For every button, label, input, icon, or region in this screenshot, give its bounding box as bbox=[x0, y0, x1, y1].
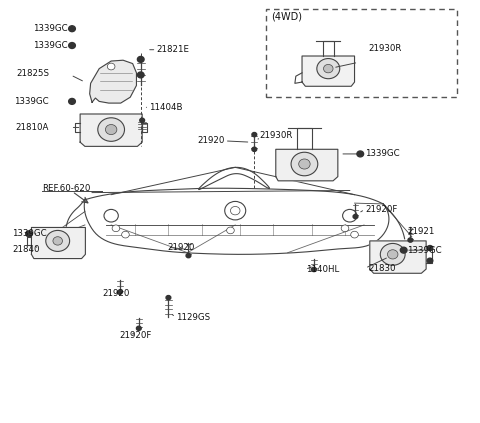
Text: 21930R: 21930R bbox=[259, 132, 292, 140]
Circle shape bbox=[108, 63, 115, 70]
Circle shape bbox=[121, 231, 129, 238]
Circle shape bbox=[353, 214, 358, 219]
Text: 1339GC: 1339GC bbox=[12, 229, 47, 238]
Bar bbox=[266, 9, 457, 97]
Circle shape bbox=[137, 56, 144, 62]
Circle shape bbox=[252, 132, 257, 137]
Text: 21920: 21920 bbox=[168, 243, 195, 252]
Text: 1339GC: 1339GC bbox=[407, 246, 442, 255]
Circle shape bbox=[408, 238, 413, 242]
Circle shape bbox=[341, 225, 349, 232]
Circle shape bbox=[351, 231, 359, 238]
Circle shape bbox=[53, 237, 62, 245]
Text: 21920F: 21920F bbox=[365, 205, 397, 214]
Polygon shape bbox=[302, 56, 355, 86]
Circle shape bbox=[112, 225, 120, 232]
Circle shape bbox=[106, 124, 117, 135]
Polygon shape bbox=[276, 149, 338, 181]
Text: 21921: 21921 bbox=[407, 227, 434, 236]
Polygon shape bbox=[32, 228, 85, 258]
Text: 1339GC: 1339GC bbox=[33, 41, 67, 50]
Text: REF.60-620: REF.60-620 bbox=[42, 184, 90, 193]
Text: 1339GC: 1339GC bbox=[33, 24, 67, 33]
Circle shape bbox=[166, 296, 171, 300]
Circle shape bbox=[312, 267, 316, 272]
Text: 11404B: 11404B bbox=[149, 103, 183, 112]
Circle shape bbox=[357, 151, 364, 157]
Text: 21810A: 21810A bbox=[16, 123, 49, 132]
Text: 21920F: 21920F bbox=[120, 331, 152, 340]
Text: 1339GC: 1339GC bbox=[365, 149, 400, 159]
Text: 21840: 21840 bbox=[12, 245, 39, 254]
Circle shape bbox=[427, 258, 433, 263]
Circle shape bbox=[137, 72, 144, 78]
Text: 21920: 21920 bbox=[197, 136, 225, 146]
Circle shape bbox=[117, 290, 122, 294]
Circle shape bbox=[387, 250, 398, 259]
Circle shape bbox=[324, 64, 333, 73]
Text: 21821E: 21821E bbox=[156, 45, 190, 54]
Text: 1140HL: 1140HL bbox=[306, 265, 339, 274]
Circle shape bbox=[136, 326, 141, 330]
Text: (4WD): (4WD) bbox=[271, 11, 302, 21]
Circle shape bbox=[26, 231, 33, 237]
Circle shape bbox=[227, 227, 234, 234]
Polygon shape bbox=[90, 60, 136, 103]
Circle shape bbox=[69, 26, 75, 32]
Text: 21830: 21830 bbox=[368, 264, 396, 273]
Text: 21930R: 21930R bbox=[369, 44, 402, 53]
Circle shape bbox=[252, 147, 257, 151]
Text: 1339GC: 1339GC bbox=[14, 97, 49, 106]
Circle shape bbox=[299, 159, 310, 169]
Circle shape bbox=[380, 244, 405, 265]
Circle shape bbox=[46, 231, 70, 251]
Text: 21825S: 21825S bbox=[16, 69, 49, 78]
Circle shape bbox=[400, 247, 407, 253]
Circle shape bbox=[69, 99, 75, 104]
Polygon shape bbox=[80, 114, 142, 146]
Text: 1129GS: 1129GS bbox=[176, 313, 210, 322]
Circle shape bbox=[138, 57, 143, 61]
Text: 21920: 21920 bbox=[103, 289, 130, 298]
Circle shape bbox=[317, 58, 340, 79]
Polygon shape bbox=[370, 241, 426, 273]
Circle shape bbox=[291, 152, 318, 176]
Circle shape bbox=[140, 118, 144, 122]
Circle shape bbox=[427, 245, 433, 250]
Circle shape bbox=[98, 118, 124, 141]
Circle shape bbox=[186, 253, 191, 258]
Circle shape bbox=[69, 43, 75, 49]
